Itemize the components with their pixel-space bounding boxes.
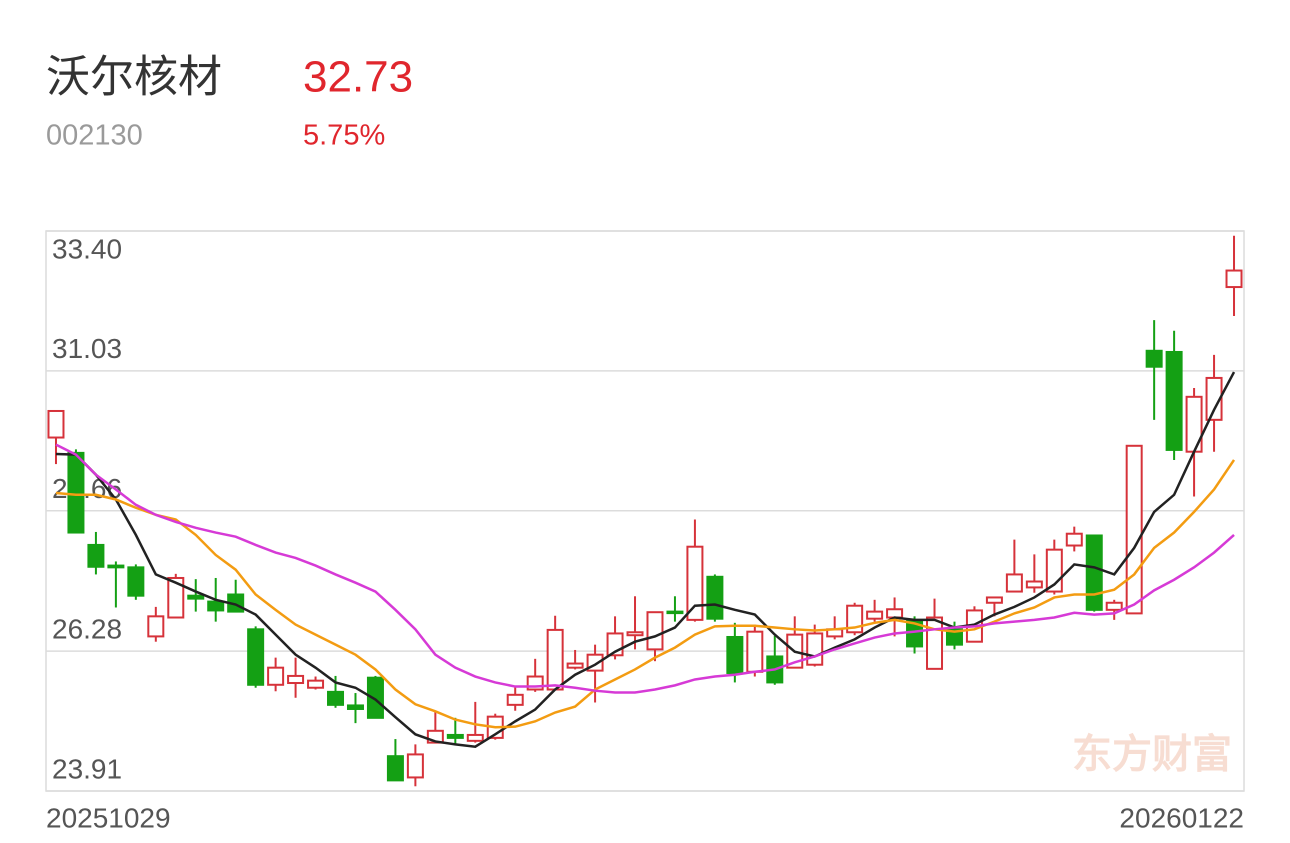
candle-body (566, 662, 584, 669)
candle-body (67, 451, 85, 534)
candle-body (47, 409, 65, 439)
x-tick-label: 20251029 (46, 802, 171, 833)
moving-average-line (55, 371, 1236, 749)
candle-body (147, 615, 165, 638)
candle-body (466, 733, 484, 742)
stock-price: 32.73 (303, 53, 413, 102)
candle-body (446, 733, 464, 739)
candle-body (1105, 601, 1123, 611)
moving-average-line (55, 459, 1236, 729)
candle-body (1065, 532, 1083, 547)
candle-body (1085, 534, 1103, 611)
candle-body (746, 630, 764, 673)
candle-body (945, 628, 963, 646)
candle-body (187, 594, 205, 600)
candle-body (247, 628, 265, 686)
candle-body (346, 704, 364, 710)
candle-body (646, 611, 664, 651)
candle-body (706, 575, 724, 620)
candle-body (1125, 444, 1143, 615)
candle-body (307, 679, 325, 689)
candle-body (666, 610, 684, 615)
candle-body (1025, 580, 1043, 589)
candle-body (366, 676, 384, 719)
candle-body (1205, 376, 1223, 421)
candle-body (406, 753, 424, 779)
candle-body (87, 543, 105, 568)
stock-code: 002130 (46, 120, 143, 152)
candle-body (207, 600, 225, 612)
candle-body (726, 635, 744, 674)
candle-body (506, 693, 524, 706)
x-tick-label: 20260122 (1119, 802, 1244, 833)
candle-body (626, 631, 644, 637)
candle-body (167, 576, 185, 619)
y-tick-label: 31.03 (52, 333, 122, 364)
candle-body (985, 596, 1003, 604)
candle-body (926, 616, 944, 670)
y-tick-label: 26.28 (52, 614, 122, 645)
candle-body (287, 674, 305, 685)
candle-body (327, 690, 345, 706)
candle-body (1005, 573, 1023, 593)
y-tick-label: 33.40 (52, 233, 122, 264)
candle-body (267, 666, 285, 686)
candle-body (806, 632, 824, 666)
watermark: 东方财富 (1072, 733, 1232, 777)
candle-body (1225, 269, 1243, 289)
candle-body (1165, 350, 1183, 451)
y-tick-label: 23.91 (52, 753, 122, 784)
candle-body (686, 545, 704, 621)
moving-average-line (55, 443, 1235, 694)
candle-body (1145, 349, 1163, 368)
candle-body (866, 610, 884, 620)
candle-body (546, 628, 564, 691)
candle-body (127, 566, 145, 597)
price-change: 5.75% (303, 120, 385, 152)
stock-name: 沃尔核材 (46, 53, 222, 102)
candle-body (107, 564, 125, 569)
candle-body (386, 755, 404, 782)
